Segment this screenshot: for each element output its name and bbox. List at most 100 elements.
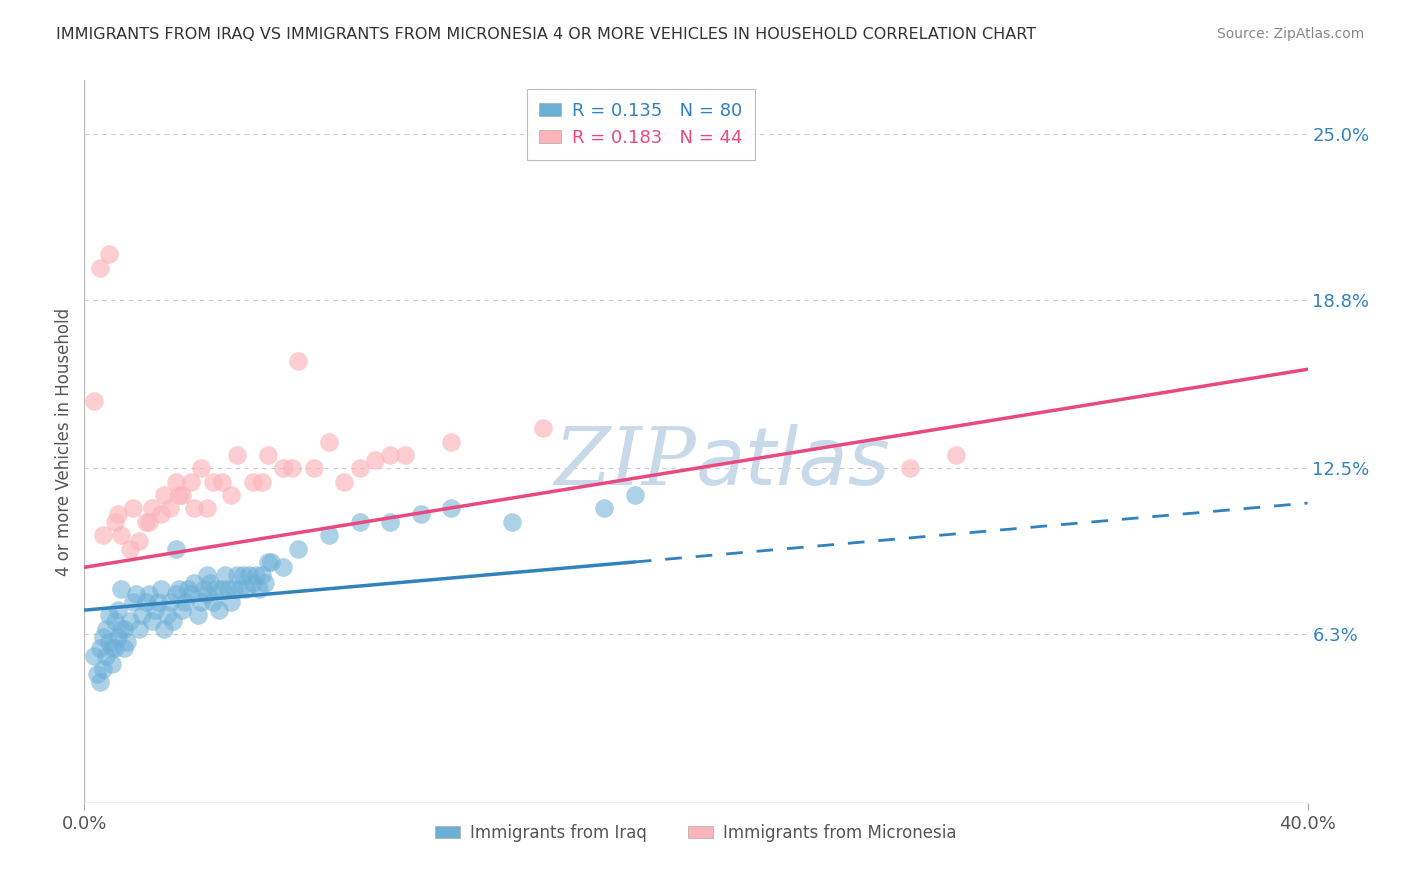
Point: [120, 541, 142, 556]
Point: [945, 448, 967, 462]
Point: [394, 448, 416, 462]
Point: [531, 421, 554, 435]
Point: [135, 515, 157, 529]
Point: [287, 354, 309, 368]
Point: [281, 461, 304, 475]
Point: [624, 488, 647, 502]
Point: [172, 488, 194, 502]
Point: [253, 576, 276, 591]
Point: [198, 576, 221, 591]
Point: [260, 555, 283, 569]
Point: [165, 541, 187, 556]
Legend: Immigrants from Iraq, Immigrants from Micronesia: Immigrants from Iraq, Immigrants from Mi…: [429, 817, 963, 848]
Point: [122, 501, 145, 516]
Point: [107, 507, 129, 521]
Point: [242, 576, 264, 591]
Point: [120, 614, 142, 628]
Point: [141, 614, 163, 628]
Point: [205, 582, 228, 596]
Point: [122, 595, 145, 609]
Point: [91, 630, 114, 644]
Point: [131, 608, 153, 623]
Point: [89, 640, 111, 655]
Point: [83, 648, 105, 663]
Point: [242, 475, 264, 489]
Point: [250, 568, 273, 582]
Point: [208, 603, 231, 617]
Point: [159, 501, 181, 516]
Point: [172, 603, 194, 617]
Point: [201, 595, 224, 609]
Point: [97, 608, 120, 623]
Point: [83, 394, 105, 409]
Point: [143, 603, 166, 617]
Point: [245, 568, 267, 582]
Point: [183, 501, 205, 516]
Point: [153, 622, 176, 636]
Point: [190, 595, 212, 609]
Point: [86, 667, 108, 681]
Point: [250, 475, 273, 489]
Point: [217, 582, 239, 596]
Point: [898, 461, 921, 475]
Point: [318, 434, 340, 449]
Point: [89, 675, 111, 690]
Text: Source: ZipAtlas.com: Source: ZipAtlas.com: [1216, 27, 1364, 41]
Point: [219, 488, 242, 502]
Point: [112, 640, 135, 655]
Point: [211, 475, 233, 489]
Point: [156, 608, 179, 623]
Point: [149, 582, 172, 596]
Point: [149, 507, 172, 521]
Point: [440, 434, 463, 449]
Point: [224, 582, 246, 596]
Point: [110, 622, 132, 636]
Point: [349, 461, 371, 475]
Point: [97, 247, 120, 261]
Point: [502, 515, 524, 529]
Point: [271, 461, 294, 475]
Point: [162, 614, 184, 628]
Point: [409, 507, 432, 521]
Point: [257, 555, 280, 569]
Point: [193, 582, 215, 596]
Point: [101, 657, 124, 671]
Point: [104, 640, 127, 655]
Point: [128, 622, 150, 636]
Point: [104, 515, 127, 529]
Point: [180, 587, 202, 601]
Text: ZIP: ZIP: [554, 425, 696, 502]
Point: [167, 582, 190, 596]
Point: [593, 501, 616, 516]
Point: [247, 582, 270, 596]
Point: [257, 448, 280, 462]
Point: [349, 515, 371, 529]
Point: [186, 608, 208, 623]
Point: [287, 541, 309, 556]
Point: [94, 648, 117, 663]
Point: [195, 501, 218, 516]
Point: [318, 528, 340, 542]
Point: [440, 501, 463, 516]
Point: [167, 488, 190, 502]
Point: [226, 448, 249, 462]
Point: [177, 582, 200, 596]
Point: [380, 448, 402, 462]
Point: [97, 635, 120, 649]
Point: [195, 568, 218, 582]
Point: [146, 595, 169, 609]
Point: [94, 622, 117, 636]
Point: [174, 595, 197, 609]
Point: [138, 587, 160, 601]
Point: [214, 568, 236, 582]
Point: [141, 501, 163, 516]
Point: [183, 576, 205, 591]
Point: [180, 475, 202, 489]
Point: [380, 515, 402, 529]
Point: [159, 595, 181, 609]
Point: [271, 560, 294, 574]
Point: [125, 587, 148, 601]
Point: [110, 582, 132, 596]
Point: [153, 488, 176, 502]
Point: [201, 475, 224, 489]
